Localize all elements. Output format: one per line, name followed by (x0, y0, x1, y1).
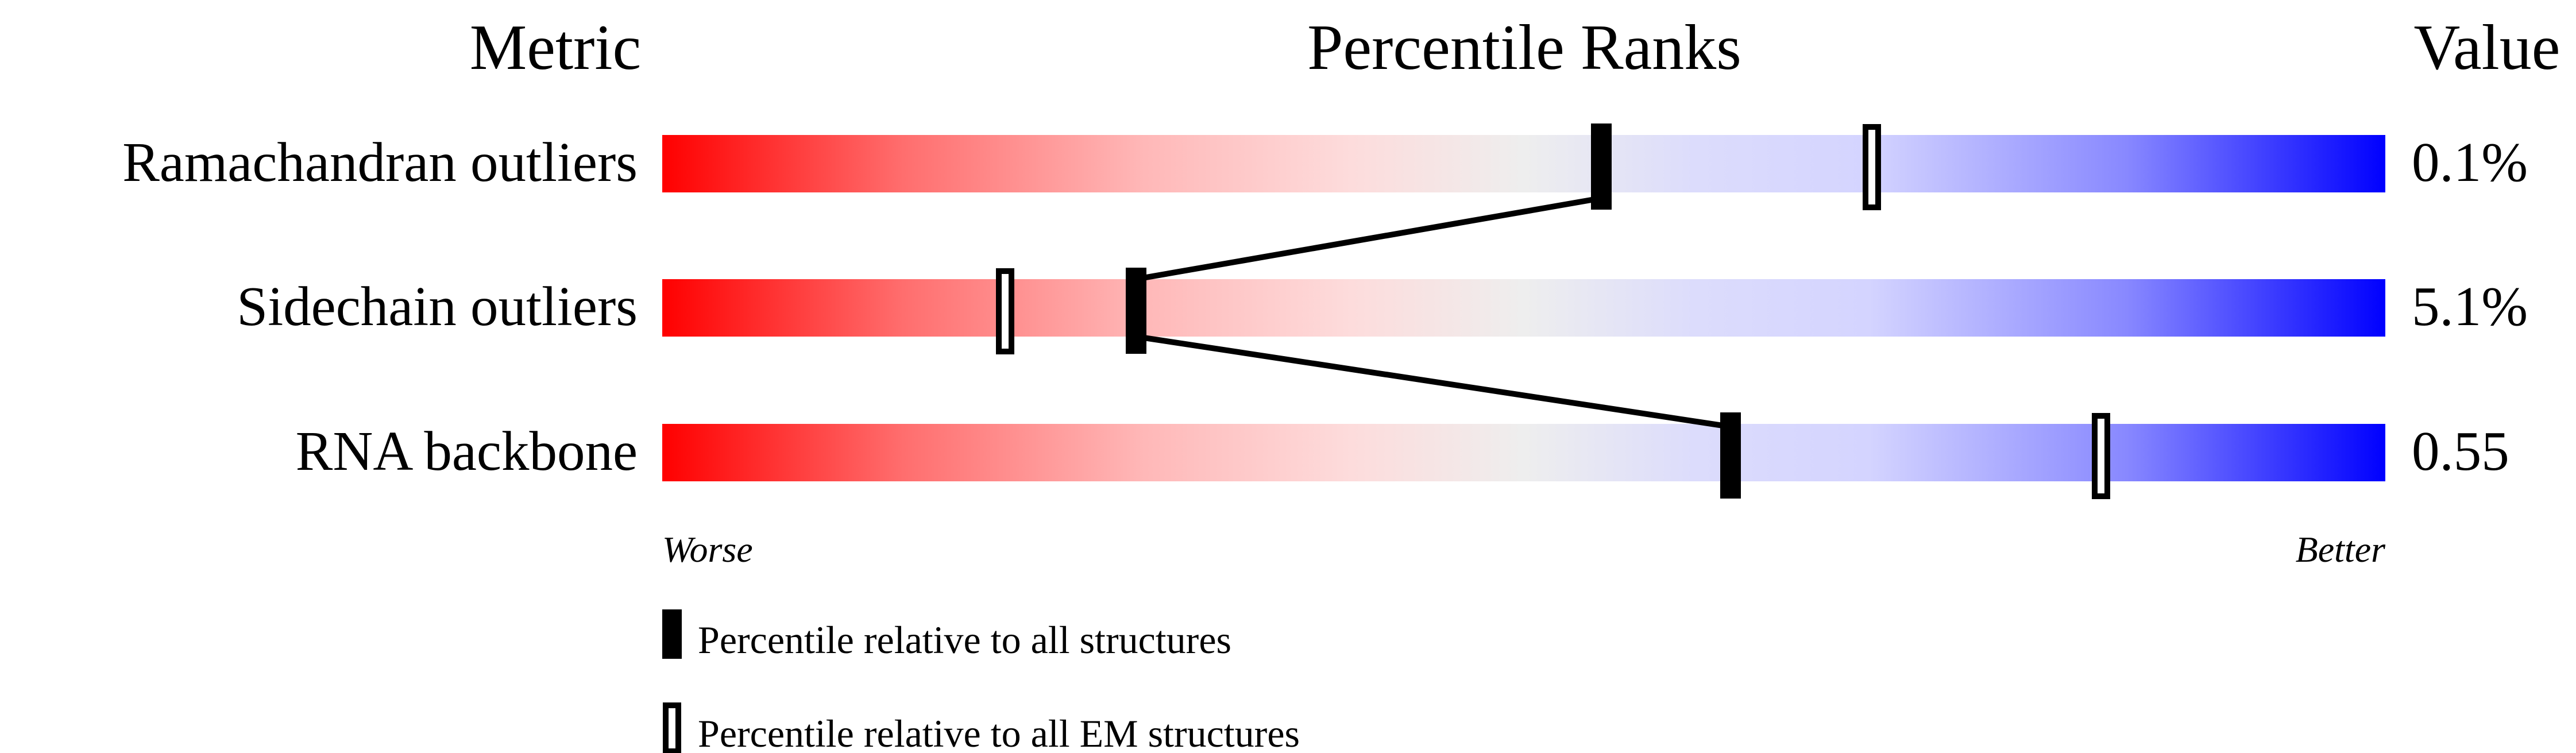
percentile-bar (662, 135, 2385, 192)
connector-line (1136, 334, 1731, 430)
metric-value: 0.1% (2412, 132, 2528, 193)
metric-label: RNA backbone (296, 420, 638, 482)
percentile-bar (662, 279, 2385, 337)
metric-value: 5.1% (2412, 276, 2528, 337)
metric-value: 0.55 (2412, 420, 2509, 482)
axis-label-better: Better (2296, 529, 2386, 570)
axis-label-worse: Worse (662, 529, 753, 570)
all-percentile-marker (1591, 123, 1612, 210)
percentile-bar (662, 424, 2385, 481)
metric-label: Sidechain outliers (237, 276, 638, 337)
connector-line (1136, 195, 1602, 282)
header-value: Value (2413, 12, 2560, 83)
em-percentile-marker (1863, 124, 1881, 210)
em-percentile-marker (2092, 413, 2110, 499)
header-percentile-ranks: Percentile Ranks (1307, 12, 1741, 83)
metric-label: Ramachandran outliers (122, 132, 638, 193)
em-percentile-marker (996, 268, 1014, 354)
legend-all-structures: Percentile relative to all structures (698, 618, 1231, 662)
legend-em-structures: Percentile relative to all EM structures (698, 712, 1300, 753)
legend-open-marker-icon (663, 702, 681, 753)
header-metric: Metric (470, 12, 642, 83)
legend-solid-marker-icon (662, 609, 682, 659)
